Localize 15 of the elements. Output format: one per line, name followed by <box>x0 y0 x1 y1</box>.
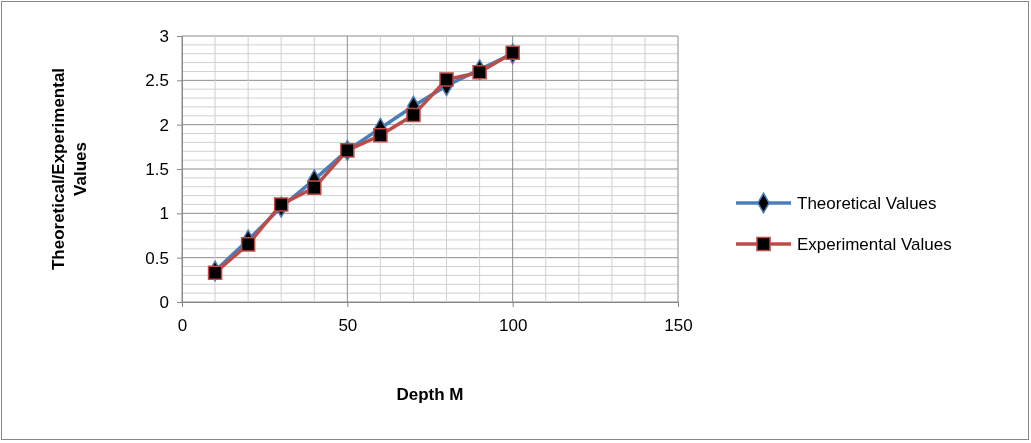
y-axis-title: Theoretical/Experimental Values <box>49 67 90 271</box>
y-tick-label: 0 <box>159 292 169 312</box>
x-tick-label: 150 <box>664 316 693 336</box>
y-tick-label: 2 <box>159 115 169 135</box>
y-tick-label: 3 <box>159 26 169 46</box>
x-tick-label: 50 <box>338 316 358 336</box>
x-tick-label: 0 <box>177 316 188 336</box>
x-axis-title: Depth M <box>396 385 464 404</box>
y-tick-label: 1.5 <box>145 159 169 179</box>
y-tick-label: 0.5 <box>145 248 169 268</box>
y-tick-label: 1 <box>159 204 169 224</box>
y-tick-label: 2.5 <box>145 71 169 91</box>
x-tick-label: 100 <box>498 316 528 336</box>
legend-label: Experimental Values <box>797 235 952 254</box>
legend-label: Theoretical Values <box>797 194 937 213</box>
